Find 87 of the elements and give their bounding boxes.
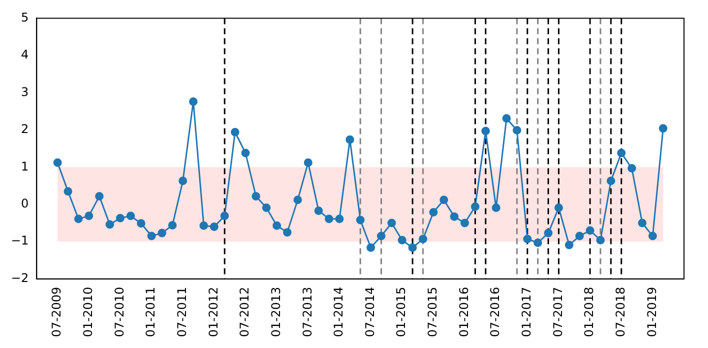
point — [314, 206, 323, 215]
point — [575, 232, 584, 240]
point — [272, 221, 282, 230]
point — [335, 214, 344, 224]
point — [116, 214, 124, 222]
point — [84, 212, 94, 220]
x-tick-label: 01-2012 — [206, 286, 220, 337]
point — [304, 158, 312, 167]
point — [95, 192, 104, 200]
point — [178, 176, 188, 186]
x-tick-label: 01-2017 — [520, 286, 534, 337]
point — [366, 243, 376, 252]
point — [106, 220, 114, 229]
x-tick-label: 01-2015 — [394, 286, 408, 337]
y-tick-label: 0 — [21, 196, 29, 211]
point — [199, 221, 208, 230]
y-tick-label: 5 — [21, 10, 29, 24]
point — [502, 114, 511, 123]
point — [648, 232, 657, 240]
point — [136, 219, 146, 228]
point — [617, 148, 626, 158]
x-tick-label: 07-2016 — [488, 286, 502, 337]
point — [596, 236, 605, 244]
point — [168, 220, 177, 230]
point — [492, 203, 500, 212]
x-tick-label: 01-2014 — [332, 286, 346, 337]
point — [210, 222, 218, 231]
point — [262, 203, 271, 212]
point — [293, 196, 302, 204]
point — [387, 218, 396, 228]
x-tick-label: 01-2016 — [456, 286, 471, 337]
point — [554, 203, 563, 212]
y-tick-label: 2 — [21, 122, 29, 136]
x-tick-label: 07-2012 — [238, 286, 252, 337]
point — [126, 212, 135, 220]
point — [481, 126, 490, 136]
y-tick-label: −1 — [10, 234, 29, 248]
point — [376, 232, 386, 240]
x-tick-label: 07-2009 — [50, 286, 64, 337]
point — [220, 212, 229, 220]
point — [512, 126, 522, 135]
point — [440, 196, 448, 204]
x-tick-label: 01-2018 — [582, 286, 596, 337]
x-tick-label: 01-2013 — [268, 286, 283, 337]
point — [523, 234, 532, 244]
point — [586, 226, 594, 235]
point — [628, 164, 636, 173]
point — [346, 135, 354, 144]
point — [74, 214, 83, 224]
point — [450, 212, 459, 221]
point — [408, 243, 417, 252]
y-tick-label: 1 — [21, 159, 29, 174]
point — [252, 192, 260, 200]
point — [283, 228, 292, 237]
point — [564, 240, 574, 250]
point — [189, 97, 198, 106]
point — [241, 148, 250, 158]
point — [230, 128, 240, 136]
point — [470, 202, 480, 211]
x-tick-label: 07-2015 — [426, 286, 440, 337]
x-tick-label: 07-2013 — [300, 286, 314, 337]
x-tick-label: 01-2010 — [81, 286, 96, 337]
x-tick-label: 01-2019 — [644, 286, 659, 337]
point — [606, 176, 616, 186]
point — [147, 232, 156, 240]
point — [64, 187, 72, 196]
x-tick-label: 07-2014 — [362, 286, 377, 337]
point — [324, 214, 334, 224]
point — [534, 238, 542, 247]
point — [460, 218, 469, 228]
point — [418, 234, 428, 244]
point — [638, 218, 646, 228]
x-tick-label: 07-2010 — [112, 286, 126, 337]
point — [398, 236, 406, 244]
point — [356, 216, 365, 224]
point — [658, 124, 668, 133]
x-tick-label: 07-2011 — [174, 286, 189, 337]
x-tick-label: 07-2018 — [613, 286, 628, 337]
y-tick-label: −2 — [10, 270, 29, 285]
point — [53, 158, 62, 167]
x-tick-label: 07-2017 — [550, 286, 565, 337]
point — [429, 208, 438, 216]
point — [544, 228, 553, 238]
y-tick-label: 3 — [21, 84, 29, 99]
point — [158, 228, 166, 238]
x-tick-label: 01-2011 — [144, 286, 158, 337]
y-tick-label: 4 — [21, 48, 29, 62]
